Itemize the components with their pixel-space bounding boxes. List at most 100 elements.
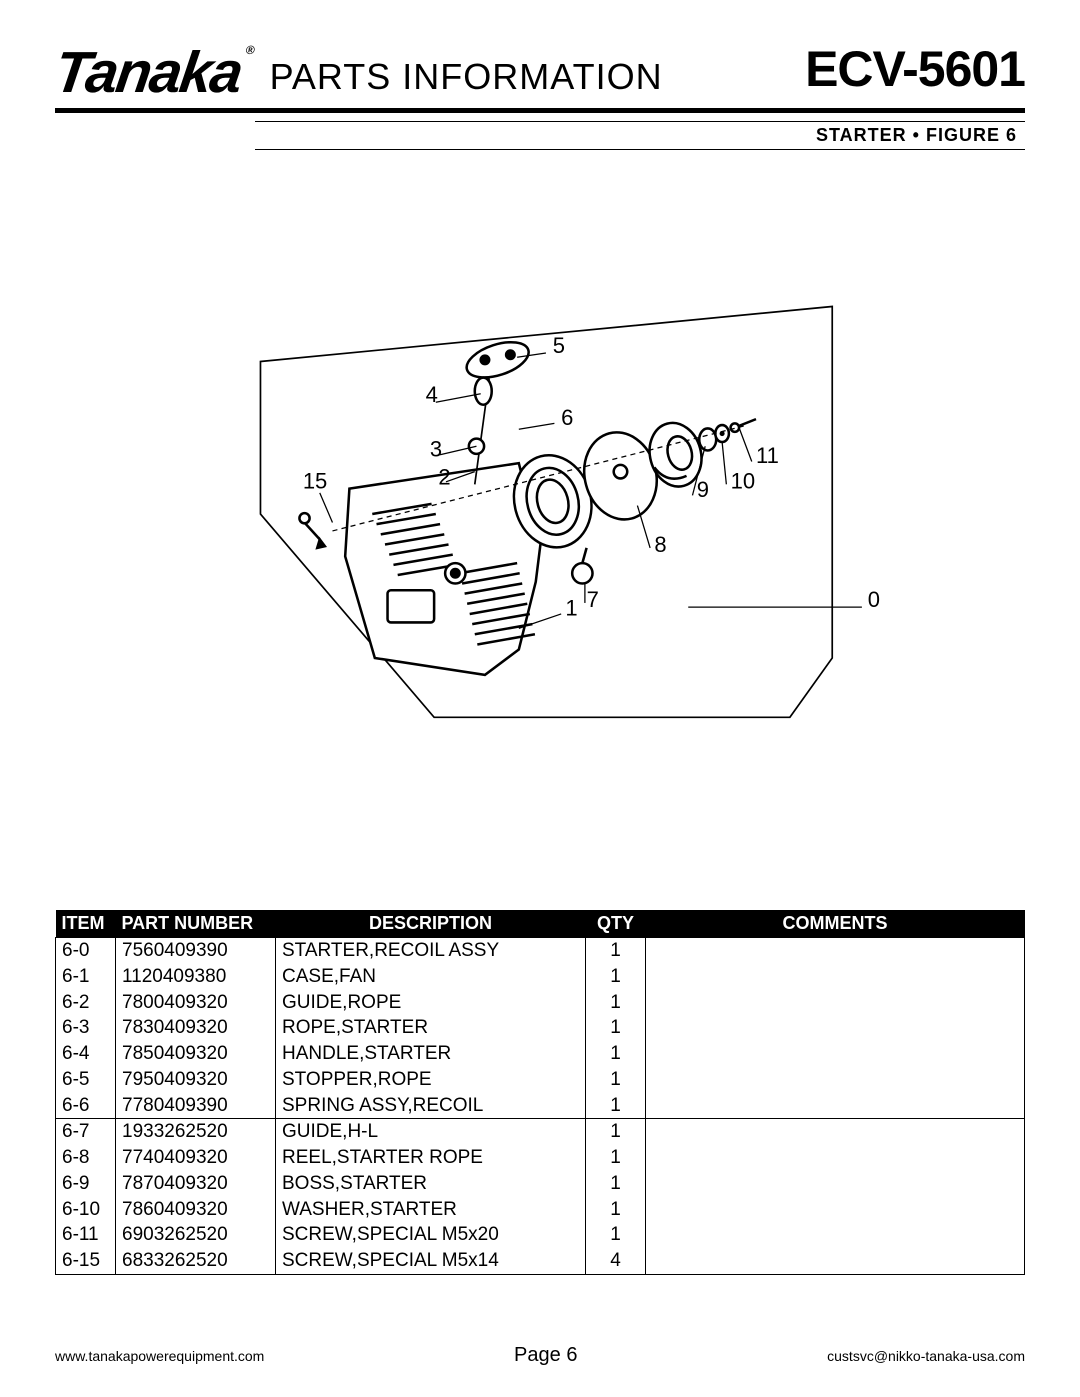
title-block: PARTS INFORMATION ECV-5601 <box>270 40 1025 102</box>
parts-table: ITEM PART NUMBER DESCRIPTION QTY COMMENT… <box>55 910 1025 1275</box>
table-body: 6-07560409390STARTER,RECOIL ASSY16-11120… <box>56 938 1025 1275</box>
table-row: 6-07560409390STARTER,RECOIL ASSY1 <box>56 938 1025 964</box>
col-item: ITEM <box>56 910 116 938</box>
cell-desc: BOSS,STARTER <box>276 1171 586 1197</box>
callout-2: 2 <box>438 464 450 489</box>
cell-qty: 1 <box>586 1041 646 1067</box>
cell-pn: 7800409320 <box>116 990 276 1016</box>
callout-7: 7 <box>587 587 599 612</box>
logo-registered: ® <box>245 43 254 57</box>
cell-qty: 1 <box>586 1197 646 1223</box>
exploded-diagram: 5463112101598017 <box>55 170 1025 910</box>
cell-desc: HANDLE,STARTER <box>276 1041 586 1067</box>
cell-item: 6-4 <box>56 1041 116 1067</box>
cell-comments <box>646 1171 1025 1197</box>
table-row: 6-47850409320HANDLE,STARTER1 <box>56 1041 1025 1067</box>
cell-item: 6-11 <box>56 1222 116 1248</box>
cell-pn: 7950409320 <box>116 1067 276 1093</box>
cell-desc: ROPE,STARTER <box>276 1015 586 1041</box>
cell-qty: 1 <box>586 1222 646 1248</box>
table-row: 6-11120409380CASE,FAN1 <box>56 964 1025 990</box>
cell-qty: 1 <box>586 1145 646 1171</box>
table-row: 6-57950409320STOPPER,ROPE1 <box>56 1067 1025 1093</box>
cell-qty: 4 <box>586 1248 646 1274</box>
cell-pn: 6903262520 <box>116 1222 276 1248</box>
cell-comments <box>646 1197 1025 1223</box>
cell-comments <box>646 1222 1025 1248</box>
callout-3: 3 <box>430 436 442 461</box>
col-qty: QTY <box>586 910 646 938</box>
cell-qty: 1 <box>586 1093 646 1119</box>
footer-page: Page 6 <box>514 1344 577 1367</box>
cell-desc: CASE,FAN <box>276 964 586 990</box>
cell-qty: 1 <box>586 1067 646 1093</box>
cell-item: 6-1 <box>56 964 116 990</box>
callout-0: 0 <box>868 587 880 612</box>
callout-10: 10 <box>731 469 756 494</box>
footer-email: custsvc@nikko-tanaka-usa.com <box>827 1348 1025 1364</box>
table-row: 6-67780409390SPRING ASSY,RECOIL1 <box>56 1093 1025 1119</box>
cell-pn: 1120409380 <box>116 964 276 990</box>
cell-desc: SCREW,SPECIAL M5x20 <box>276 1222 586 1248</box>
cell-pn: 6833262520 <box>116 1248 276 1274</box>
cell-desc: WASHER,STARTER <box>276 1197 586 1223</box>
cell-qty: 1 <box>586 964 646 990</box>
callout-15: 15 <box>303 469 328 494</box>
table-row: 6-156833262520SCREW,SPECIAL M5x144 <box>56 1248 1025 1274</box>
callout-9: 9 <box>697 477 709 502</box>
cell-desc: SCREW,SPECIAL M5x14 <box>276 1248 586 1274</box>
cell-qty: 1 <box>586 1119 646 1145</box>
cell-comments <box>646 1119 1025 1145</box>
cell-pn: 7860409320 <box>116 1197 276 1223</box>
col-partnumber: PART NUMBER <box>116 910 276 938</box>
cell-desc: STOPPER,ROPE <box>276 1067 586 1093</box>
cell-pn: 7560409390 <box>116 938 276 964</box>
cell-comments <box>646 964 1025 990</box>
cell-comments <box>646 1093 1025 1119</box>
cell-comments <box>646 1248 1025 1274</box>
diagram-svg: 5463112101598017 <box>180 254 900 774</box>
cell-pn: 7830409320 <box>116 1015 276 1041</box>
cell-comments <box>646 990 1025 1016</box>
cell-desc: STARTER,RECOIL ASSY <box>276 938 586 964</box>
cell-comments <box>646 1015 1025 1041</box>
figure-label: STARTER • FIGURE 6 <box>255 121 1025 150</box>
parts-table-container: ITEM PART NUMBER DESCRIPTION QTY COMMENT… <box>55 910 1025 1275</box>
cell-desc: GUIDE,H-L <box>276 1119 586 1145</box>
cell-desc: SPRING ASSY,RECOIL <box>276 1093 586 1119</box>
page-title: PARTS INFORMATION <box>270 56 663 98</box>
cell-desc: REEL,STARTER ROPE <box>276 1145 586 1171</box>
cell-item: 6-10 <box>56 1197 116 1223</box>
col-comments: COMMENTS <box>646 910 1025 938</box>
footer-url: www.tanakapowerequipment.com <box>55 1348 264 1364</box>
cell-comments <box>646 938 1025 964</box>
table-row: 6-97870409320BOSS,STARTER1 <box>56 1171 1025 1197</box>
logo-text: Tanaka <box>51 40 246 105</box>
subheader: STARTER • FIGURE 6 <box>55 121 1025 150</box>
table-row: 6-27800409320GUIDE,ROPE1 <box>56 990 1025 1016</box>
cell-pn: 7780409390 <box>116 1093 276 1119</box>
col-description: DESCRIPTION <box>276 910 586 938</box>
cell-qty: 1 <box>586 990 646 1016</box>
table-row: 6-71933262520GUIDE,H-L1 <box>56 1119 1025 1145</box>
table-head: ITEM PART NUMBER DESCRIPTION QTY COMMENT… <box>56 910 1025 938</box>
cell-item: 6-6 <box>56 1093 116 1119</box>
cell-item: 6-15 <box>56 1248 116 1274</box>
callout-4: 4 <box>426 382 438 407</box>
brand-logo: Tanaka® <box>51 44 254 102</box>
cell-comments <box>646 1145 1025 1171</box>
callout-6: 6 <box>561 405 573 430</box>
cell-pn: 7870409320 <box>116 1171 276 1197</box>
callout-1: 1 <box>565 596 577 621</box>
cell-pn: 7850409320 <box>116 1041 276 1067</box>
table-row: 6-37830409320ROPE,STARTER1 <box>56 1015 1025 1041</box>
callout-8: 8 <box>654 532 666 557</box>
cell-item: 6-5 <box>56 1067 116 1093</box>
cell-item: 6-9 <box>56 1171 116 1197</box>
cell-comments <box>646 1067 1025 1093</box>
cell-pn: 7740409320 <box>116 1145 276 1171</box>
cell-item: 6-2 <box>56 990 116 1016</box>
cell-qty: 1 <box>586 938 646 964</box>
cell-qty: 1 <box>586 1171 646 1197</box>
page-header: Tanaka® PARTS INFORMATION ECV-5601 <box>55 40 1025 102</box>
